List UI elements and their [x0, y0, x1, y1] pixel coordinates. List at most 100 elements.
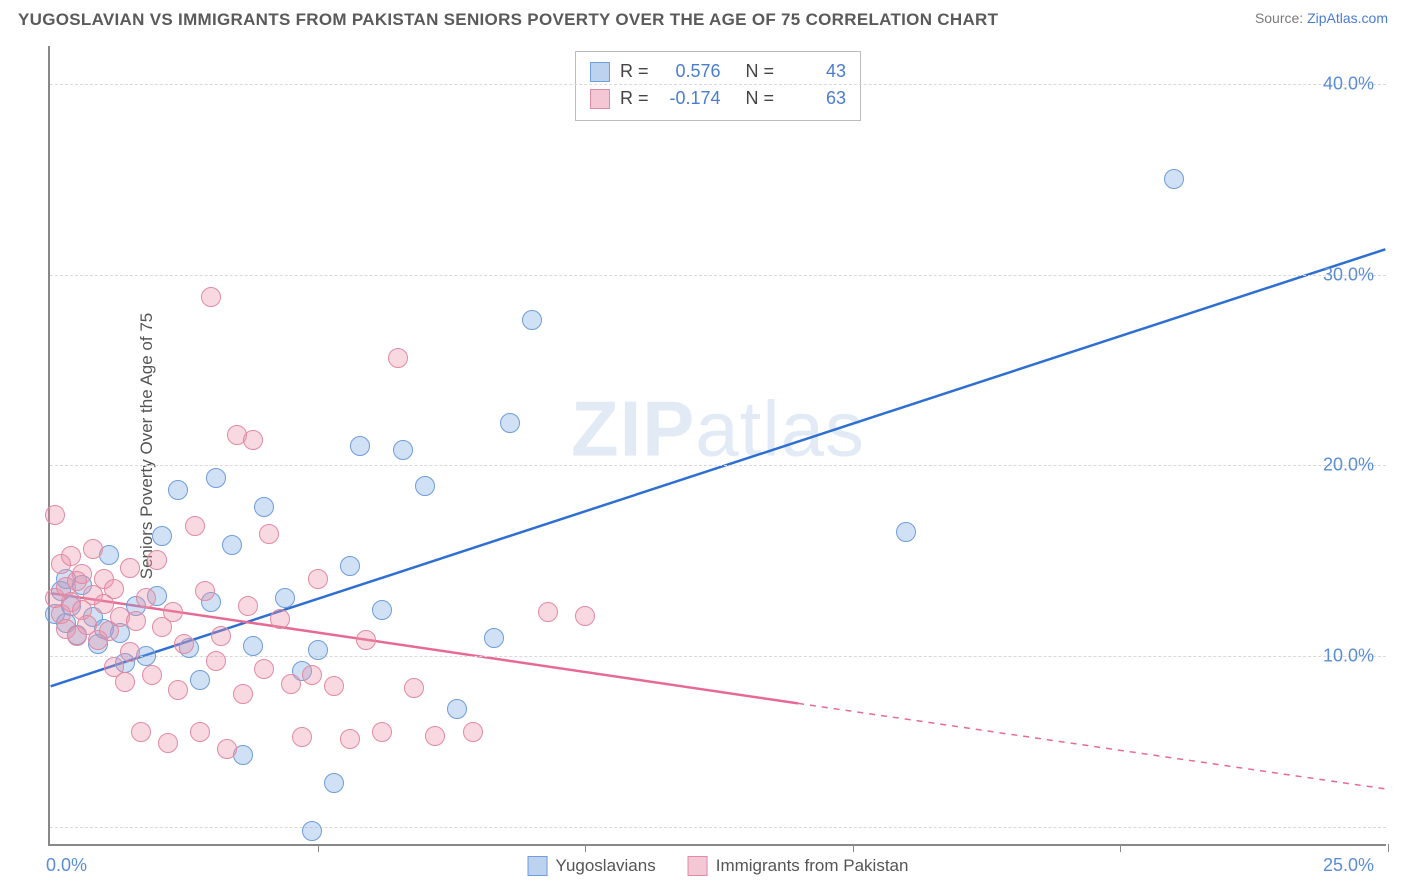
scatter-point [211, 626, 231, 646]
scatter-point [158, 733, 178, 753]
scatter-point [168, 680, 188, 700]
scatter-point [185, 516, 205, 536]
scatter-point [206, 651, 226, 671]
scatter-point [324, 773, 344, 793]
legend-item-0: Yugoslavians [528, 856, 656, 876]
scatter-point [190, 670, 210, 690]
scatter-point [115, 672, 135, 692]
stat-N-value-1: 63 [784, 85, 846, 112]
stats-legend-box: R = 0.576 N = 43 R = -0.174 N = 63 [575, 51, 861, 121]
scatter-point [388, 348, 408, 368]
bottom-legend: Yugoslavians Immigrants from Pakistan [528, 856, 909, 876]
legend-label-1: Immigrants from Pakistan [716, 856, 909, 876]
stat-N-value-0: 43 [784, 58, 846, 85]
scatter-point [372, 600, 392, 620]
scatter-point [275, 588, 295, 608]
y-tick-label: 30.0% [1323, 264, 1374, 285]
legend-swatch-1 [688, 856, 708, 876]
watermark-rest: atlas [695, 385, 865, 473]
scatter-point [254, 497, 274, 517]
gridline-h [50, 465, 1386, 466]
scatter-point [195, 581, 215, 601]
scatter-point [131, 722, 151, 742]
y-tick-label: 40.0% [1323, 74, 1374, 95]
gridline-h [50, 275, 1386, 276]
x-tick [585, 844, 586, 852]
scatter-point [201, 287, 221, 307]
scatter-point [243, 636, 263, 656]
chart-title: YUGOSLAVIAN VS IMMIGRANTS FROM PAKISTAN … [18, 10, 998, 30]
scatter-point [1164, 169, 1184, 189]
scatter-point [522, 310, 542, 330]
scatter-point [292, 727, 312, 747]
scatter-point [281, 674, 301, 694]
scatter-point [163, 602, 183, 622]
scatter-point [233, 684, 253, 704]
scatter-point [259, 524, 279, 544]
scatter-point [83, 539, 103, 559]
scatter-point [500, 413, 520, 433]
x-axis-max-label: 25.0% [1323, 855, 1374, 876]
y-tick-label: 20.0% [1323, 455, 1374, 476]
plot-area: ZIPatlas R = 0.576 N = 43 R = -0.174 N =… [48, 46, 1386, 846]
x-tick [1120, 844, 1121, 852]
legend-label-0: Yugoslavians [556, 856, 656, 876]
scatter-point [372, 722, 392, 742]
scatter-point [340, 729, 360, 749]
stat-R-value-0: 0.576 [658, 58, 720, 85]
scatter-point [308, 640, 328, 660]
scatter-point [404, 678, 424, 698]
scatter-point [243, 430, 263, 450]
scatter-point [538, 602, 558, 622]
scatter-point [152, 526, 172, 546]
correlation-chart: YUGOSLAVIAN VS IMMIGRANTS FROM PAKISTAN … [0, 0, 1406, 892]
legend-swatch-0 [528, 856, 548, 876]
scatter-point [45, 505, 65, 525]
stat-R-label: R = [620, 85, 649, 112]
swatch-series-1 [590, 89, 610, 109]
scatter-point [174, 634, 194, 654]
scatter-point [896, 522, 916, 542]
source-label: Source: [1255, 10, 1303, 26]
scatter-point [206, 468, 226, 488]
scatter-point [415, 476, 435, 496]
stats-row-1: R = -0.174 N = 63 [590, 85, 846, 112]
y-tick-label: 10.0% [1323, 645, 1374, 666]
x-tick [853, 844, 854, 852]
scatter-point [120, 642, 140, 662]
stat-R-label: R = [620, 58, 649, 85]
title-bar: YUGOSLAVIAN VS IMMIGRANTS FROM PAKISTAN … [0, 0, 1406, 30]
scatter-point [254, 659, 274, 679]
x-axis-min-label: 0.0% [46, 855, 87, 876]
stat-R-value-1: -0.174 [658, 85, 720, 112]
scatter-point [575, 606, 595, 626]
scatter-point [484, 628, 504, 648]
scatter-point [238, 596, 258, 616]
scatter-point [302, 665, 322, 685]
x-tick [1388, 844, 1389, 852]
scatter-point [136, 588, 156, 608]
scatter-point [356, 630, 376, 650]
scatter-point [104, 579, 124, 599]
trend-line [51, 249, 1386, 686]
scatter-point [147, 550, 167, 570]
scatter-point [222, 535, 242, 555]
watermark: ZIPatlas [571, 384, 865, 475]
scatter-point [190, 722, 210, 742]
scatter-point [302, 821, 322, 841]
scatter-point [350, 436, 370, 456]
swatch-series-0 [590, 62, 610, 82]
scatter-point [120, 558, 140, 578]
scatter-point [217, 739, 237, 759]
stat-N-label: N = [746, 85, 775, 112]
source-link[interactable]: ZipAtlas.com [1307, 10, 1388, 26]
scatter-point [308, 569, 328, 589]
watermark-bold: ZIP [571, 385, 695, 473]
scatter-point [447, 699, 467, 719]
scatter-point [168, 480, 188, 500]
scatter-point [270, 609, 290, 629]
stat-N-label: N = [746, 58, 775, 85]
gridline-h [50, 827, 1386, 828]
x-tick [318, 844, 319, 852]
scatter-point [142, 665, 162, 685]
